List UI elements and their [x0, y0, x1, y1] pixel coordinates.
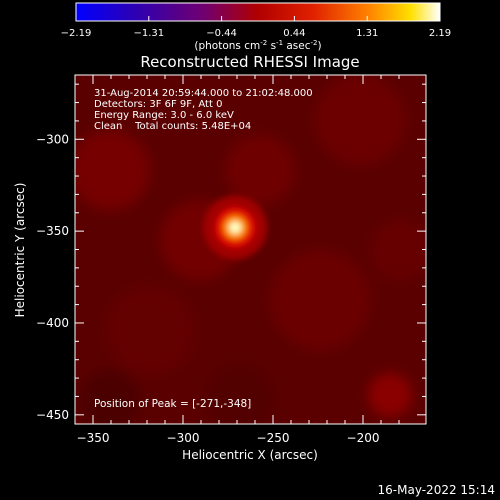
- y-tick-label: −300: [36, 132, 69, 146]
- colorbar-tick-label: −0.44: [206, 28, 237, 39]
- y-axis: −300 −350 −400 −450: [36, 83, 426, 422]
- colorbar-tick-label: −1.31: [133, 28, 164, 39]
- annotation-counts: Clean Total counts: 5.48E+04: [94, 121, 251, 132]
- y-tick-label: −450: [36, 408, 69, 422]
- y-axis-label: Heliocentric Y (arcsec): [13, 183, 27, 318]
- x-axis: −350 −300 −250 −200: [77, 75, 400, 445]
- x-tick-label: −300: [167, 431, 200, 445]
- colorbar-unit: (photons cm-2 s-1 asec-2): [194, 39, 321, 52]
- annotation-time: 31-Aug-2014 20:59:44.000 to 21:02:48.000: [94, 88, 313, 99]
- colorbar-ticks: −2.19 −1.31 −0.44 0.44 1.31 2.19: [61, 16, 451, 39]
- x-tick-label: −350: [77, 431, 110, 445]
- timestamp: 16-May-2022 15:14: [378, 483, 495, 497]
- colorbar-tick-label: 2.19: [429, 28, 451, 39]
- colorbar: [75, 2, 441, 22]
- annotation-detectors: Detectors: 3F 6F 9F, Att 0: [94, 99, 222, 110]
- x-tick-label: −200: [347, 431, 380, 445]
- x-tick-label: −250: [257, 431, 290, 445]
- colorbar-tick-label: 0.44: [283, 28, 305, 39]
- annotation-block: 31-Aug-2014 20:59:44.000 to 21:02:48.000…: [94, 88, 313, 132]
- x-axis-label: Heliocentric X (arcsec): [182, 448, 318, 462]
- peak-position-label: Position of Peak = [-271,-348]: [94, 398, 251, 410]
- peak-core: [229, 221, 242, 234]
- chart-title: Reconstructed RHESSI Image: [140, 53, 359, 71]
- colorbar-tick-label: 1.31: [356, 28, 378, 39]
- heatmap-image: [75, 75, 426, 424]
- y-tick-label: −400: [36, 316, 69, 330]
- annotation-energy: Energy Range: 3.0 - 6.0 keV: [94, 110, 234, 121]
- y-tick-label: −350: [36, 224, 69, 238]
- colorbar-tick-label: −2.19: [61, 28, 92, 39]
